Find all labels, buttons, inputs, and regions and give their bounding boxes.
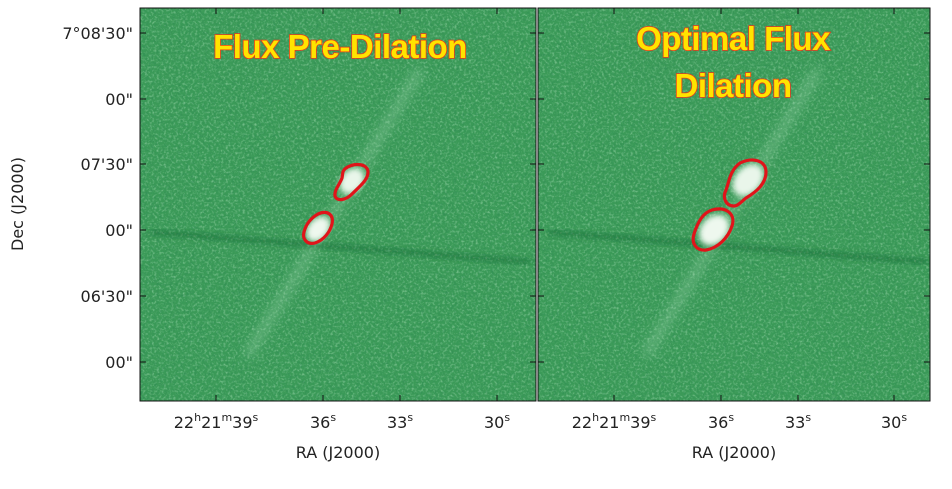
x-tick-label: 22h21m39s (572, 411, 657, 432)
contour-region (691, 207, 735, 252)
x-tick-label: 33s (387, 411, 413, 432)
source-blob-south (699, 214, 729, 246)
x-tick-label: 30s (484, 411, 510, 432)
panel-left (140, 8, 536, 401)
source-blob-north (732, 164, 764, 196)
x-axis: 22h21m39s 36s 33s 30s 22h21m39s 36s 33s 30s (174, 8, 907, 432)
contour-region (333, 162, 370, 202)
panel-right-frame (537, 7, 931, 402)
y-tick-label: 00" (105, 221, 133, 240)
y-axis: 7°08'30" 00" 07'30" 00" 06'30" 00" (62, 24, 930, 372)
contour-region (722, 158, 768, 208)
y-tick-label: 00" (105, 90, 133, 109)
jet-streak (244, 67, 424, 358)
panel-right-title-line2: Dilation (675, 67, 792, 104)
jet-streak (642, 67, 822, 358)
x-tick-label: 30s (881, 411, 907, 432)
y-tick-label: 00" (105, 353, 133, 372)
x-tick-label: 36s (708, 411, 734, 432)
dark-stripe (149, 230, 531, 264)
x-axis-title-right: RA (J2000) (692, 443, 776, 462)
y-tick-label: 06'30" (81, 287, 133, 306)
panel-right (538, 8, 930, 401)
panel-right-title-line1: Optimal Flux (636, 20, 831, 57)
source-blob-south (306, 216, 330, 242)
x-tick-label: 33s (785, 411, 811, 432)
x-axis-title-left: RA (J2000) (296, 443, 380, 462)
y-tick-label: 7°08'30" (62, 24, 133, 43)
panel-left-frame (139, 7, 537, 402)
panel-left-title: Flux Pre-Dilation (213, 28, 467, 65)
y-axis-title: Dec (J2000) (8, 157, 27, 251)
y-tick-label: 07'30" (81, 155, 133, 174)
x-tick-label: 36s (310, 411, 336, 432)
contour-region (301, 210, 334, 245)
x-tick-label: 22h21m39s (174, 411, 259, 432)
dark-stripe (547, 230, 929, 264)
